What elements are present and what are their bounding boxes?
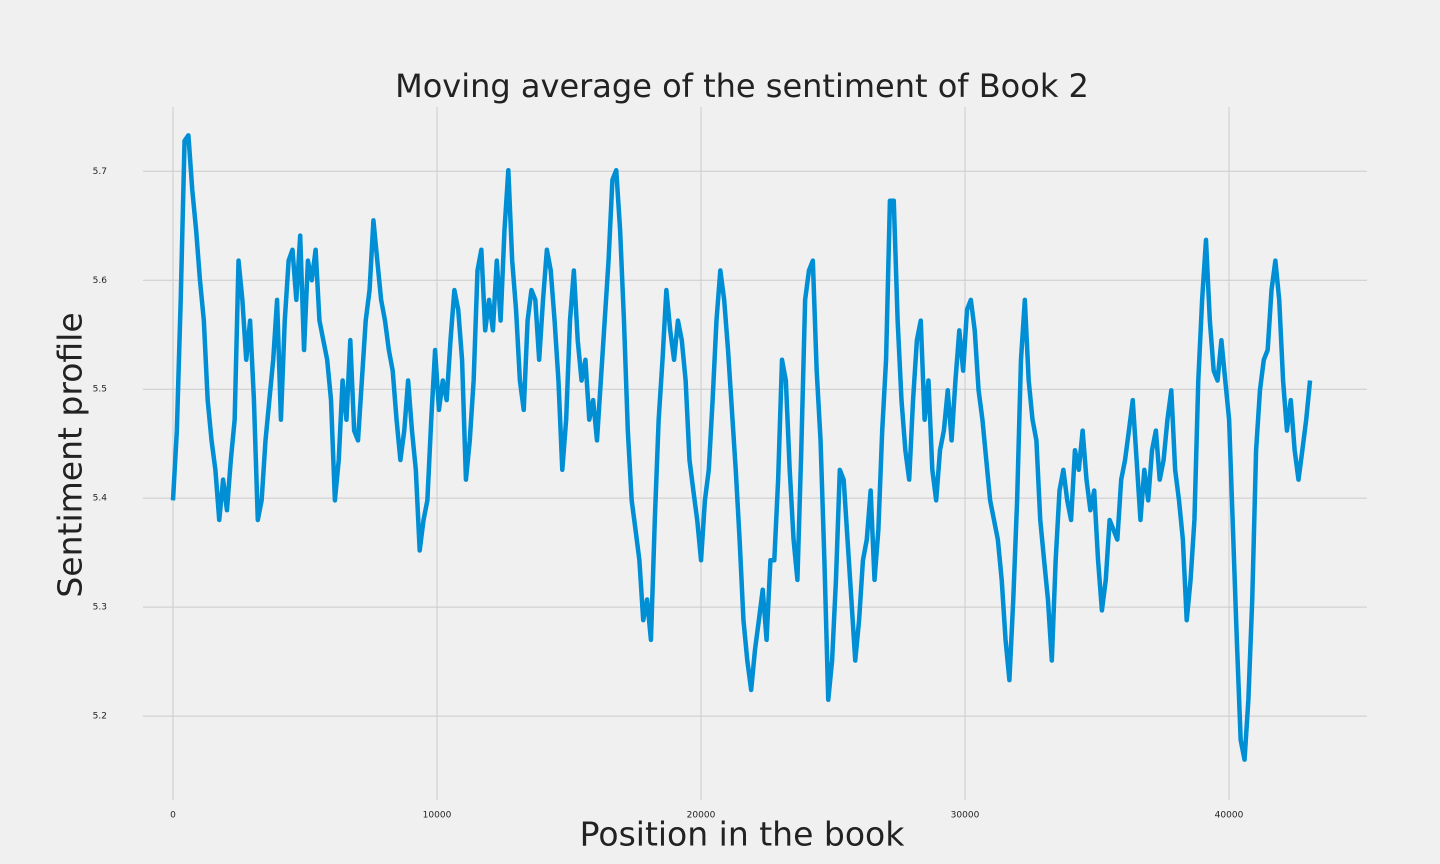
data-line	[170, 133, 1313, 762]
x-tick-label: 0	[170, 811, 176, 821]
x-axis-label: Position in the book	[580, 815, 906, 854]
y-tick-label: 5.7	[93, 167, 107, 177]
y-tick-label: 5.6	[93, 276, 108, 286]
y-tick-label: 5.2	[93, 712, 107, 722]
y-axis-label: Sentiment profile	[51, 312, 90, 597]
x-tick-label: 30000	[951, 811, 980, 821]
y-tick-label: 5.4	[93, 494, 108, 504]
x-tick-label: 20000	[687, 811, 716, 821]
y-tick-label: 5.5	[93, 385, 107, 395]
chart-title: Moving average of the sentiment of Book …	[395, 67, 1089, 105]
x-tick-label: 10000	[423, 811, 452, 821]
y-tick-label: 5.3	[93, 603, 107, 613]
x-tick-label: 40000	[1215, 811, 1244, 821]
